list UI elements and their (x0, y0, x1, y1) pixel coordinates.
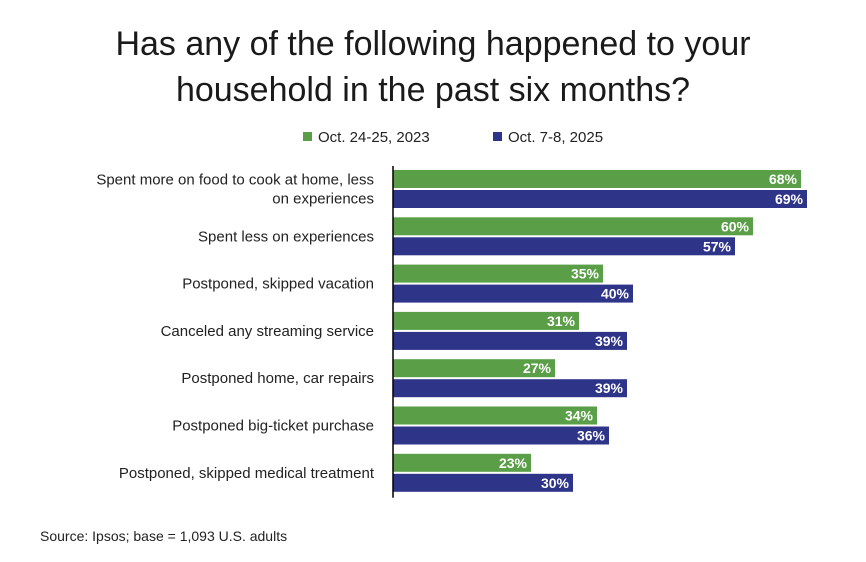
bar-2025-3 (393, 331, 627, 350)
category-label-3: Canceled any streaming service (161, 323, 374, 340)
bar-2025-0 (393, 190, 807, 208)
category-label-line: Spent less on experiences (198, 228, 374, 245)
bar-chart: 68% 69% Spent more on food to cook at home… (96, 166, 807, 498)
category-label-1: Spent less on experiences (198, 228, 374, 245)
data-label-2025-3: 39% (595, 333, 624, 349)
legend-item-2023: Oct. 24-25, 2023 (303, 128, 430, 148)
legend: Oct. 24-25, 2023 Oct. 7-8, 2025 (0, 128, 866, 148)
category-label-line: Postponed home, car repairs (181, 370, 374, 387)
bar-2023-5 (393, 406, 597, 425)
bar-2025-2 (393, 284, 633, 303)
category-label-5: Postponed big-ticket purchase (172, 418, 374, 435)
legend-label-2023: Oct. 24-25, 2023 (318, 129, 430, 146)
data-label-2023-1: 60% (721, 218, 750, 234)
data-label-2025-0: 69% (775, 191, 804, 207)
data-label-2023-3: 31% (547, 313, 576, 329)
data-label-2023-0: 68% (769, 171, 798, 187)
source-note: Source: Ipsos; base = 1,093 U.S. adults (40, 528, 288, 544)
category-label-line: Postponed, skipped medical treatment (119, 465, 375, 482)
category-label-line: Spent more on food to cook at home, less (96, 172, 374, 189)
legend-item-2025: Oct. 7-8, 2025 (493, 128, 603, 148)
category-label-0: Spent more on food to cook at home, less… (96, 172, 374, 208)
bar-2025-6 (393, 473, 573, 492)
bar-2023-1 (393, 217, 753, 236)
bar-2023-0 (393, 170, 801, 188)
data-label-2025-4: 39% (595, 380, 624, 396)
category-label-line: on experiences (272, 191, 374, 208)
data-label-2023-5: 34% (565, 408, 594, 424)
category-label-line: Canceled any streaming service (161, 323, 374, 340)
category-label-line: Postponed, skipped vacation (182, 276, 374, 293)
bar-2023-4 (393, 359, 555, 378)
category-label-line: Postponed big-ticket purchase (172, 418, 374, 435)
data-label-2023-2: 35% (571, 266, 600, 282)
data-label-2023-6: 23% (499, 455, 528, 471)
chart-title-line-2: household in the past six months? (175, 71, 691, 109)
data-label-2023-4: 27% (523, 360, 552, 376)
legend-swatch-2025 (493, 132, 502, 141)
data-label-2025-5: 36% (577, 428, 606, 444)
bar-2025-5 (393, 426, 609, 445)
chart-title-line-1: Has any of the following happened to you… (115, 25, 751, 63)
category-label-2: Postponed, skipped vacation (182, 276, 374, 293)
bar-2023-3 (393, 311, 579, 330)
category-label-4: Postponed home, car repairs (181, 370, 374, 387)
bar-2025-4 (393, 379, 627, 398)
legend-swatch-2023 (303, 132, 312, 141)
data-label-2025-1: 57% (703, 238, 732, 254)
bar-2023-6 (393, 453, 531, 472)
legend-label-2025: Oct. 7-8, 2025 (508, 129, 604, 146)
data-label-2025-6: 30% (541, 475, 570, 491)
category-label-6: Postponed, skipped medical treatment (119, 465, 375, 482)
bar-2023-2 (393, 264, 603, 283)
bar-2025-1 (393, 237, 735, 256)
data-label-2025-2: 40% (601, 286, 630, 302)
